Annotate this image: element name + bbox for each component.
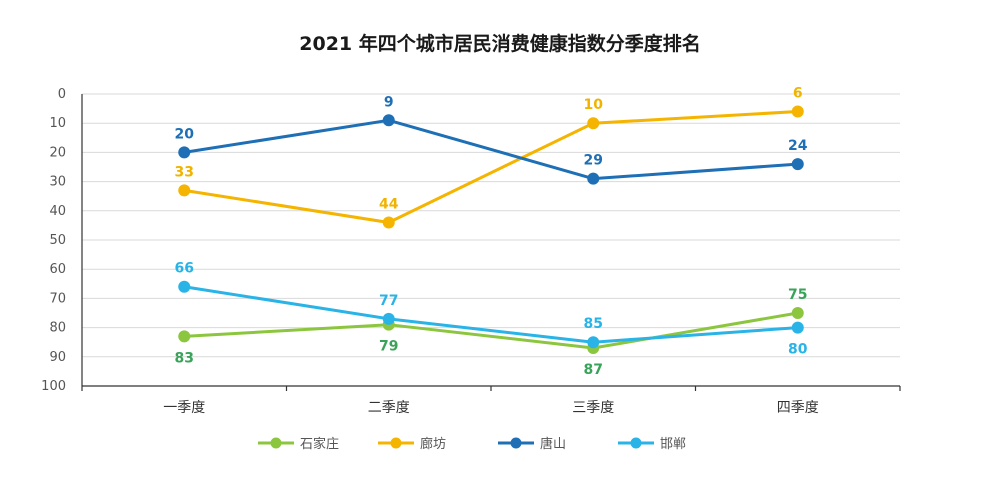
data-label: 24 bbox=[788, 138, 808, 154]
data-point bbox=[587, 336, 600, 349]
legend-marker bbox=[630, 437, 642, 449]
chart-title: 2021 年四个城市居民消费健康指数分季度排名 bbox=[299, 32, 701, 55]
gridlines bbox=[82, 93, 900, 358]
y-tick-label: 10 bbox=[49, 116, 66, 131]
data-label: 33 bbox=[175, 164, 194, 180]
series bbox=[178, 105, 804, 355]
x-tick-label: 一季度 bbox=[163, 400, 205, 416]
data-point bbox=[382, 114, 395, 127]
data-point bbox=[791, 158, 804, 171]
legend-item: 廊坊 bbox=[378, 436, 446, 452]
y-tick-label: 80 bbox=[49, 321, 66, 336]
y-tick-label: 40 bbox=[49, 204, 66, 219]
data-point bbox=[178, 280, 191, 293]
data-label: 87 bbox=[584, 362, 603, 378]
data-label: 85 bbox=[584, 316, 603, 332]
legend-marker bbox=[390, 437, 402, 449]
data-label: 20 bbox=[175, 126, 195, 142]
data-point bbox=[791, 321, 804, 334]
data-label: 75 bbox=[788, 287, 807, 303]
data-label: 80 bbox=[788, 342, 808, 358]
x-tick-label: 二季度 bbox=[368, 400, 410, 416]
legend-label: 邯郸 bbox=[660, 437, 686, 452]
x-tick-label: 三季度 bbox=[572, 400, 614, 416]
y-tick-label: 60 bbox=[49, 262, 66, 277]
data-point bbox=[791, 105, 804, 118]
y-tick-label: 70 bbox=[49, 291, 66, 306]
data-label: 29 bbox=[584, 153, 603, 169]
axes: 0 10 20 30 40 50 60 70 80 90 100 一季度 二季度 三季度 四季度 bbox=[41, 87, 901, 416]
data-label: 83 bbox=[175, 350, 194, 366]
data-labels: 83 79 87 75 33 44 10 6 20 9 29 24 66 77 85 80 bbox=[175, 86, 808, 379]
data-point bbox=[178, 146, 191, 159]
data-point bbox=[587, 172, 600, 185]
data-label: 10 bbox=[584, 97, 604, 113]
data-point bbox=[382, 312, 395, 325]
legend-item: 石家庄 bbox=[258, 436, 339, 452]
series-line bbox=[184, 311, 799, 350]
y-tick-label: 90 bbox=[49, 350, 66, 365]
legend: 石家庄 廊坊 唐山 邯郸 bbox=[258, 436, 686, 452]
legend-item: 邯郸 bbox=[618, 437, 686, 452]
data-label: 77 bbox=[379, 293, 398, 309]
data-point bbox=[382, 216, 395, 229]
legend-label: 唐山 bbox=[540, 436, 566, 452]
legend-marker bbox=[510, 437, 522, 449]
data-label: 6 bbox=[793, 86, 803, 102]
x-tick-label: 四季度 bbox=[777, 400, 819, 416]
y-tick-label: 30 bbox=[49, 175, 66, 190]
series-line bbox=[184, 110, 798, 224]
y-tick-label: 50 bbox=[49, 233, 66, 248]
data-label: 79 bbox=[379, 339, 398, 355]
legend-label: 石家庄 bbox=[300, 436, 339, 452]
data-label: 9 bbox=[384, 94, 394, 110]
y-tick-label: 0 bbox=[58, 87, 66, 102]
y-tick-label: 100 bbox=[41, 379, 66, 394]
legend-item: 唐山 bbox=[498, 436, 566, 452]
data-point bbox=[178, 330, 191, 343]
series-line bbox=[184, 118, 798, 181]
legend-marker bbox=[270, 437, 282, 449]
data-point bbox=[178, 184, 191, 197]
legend-label: 廊坊 bbox=[420, 436, 446, 452]
y-tick-label: 20 bbox=[49, 145, 66, 160]
data-point bbox=[587, 117, 600, 130]
series-line bbox=[184, 285, 798, 344]
data-label: 44 bbox=[379, 196, 399, 212]
data-point bbox=[791, 307, 804, 319]
data-label: 66 bbox=[175, 261, 194, 277]
